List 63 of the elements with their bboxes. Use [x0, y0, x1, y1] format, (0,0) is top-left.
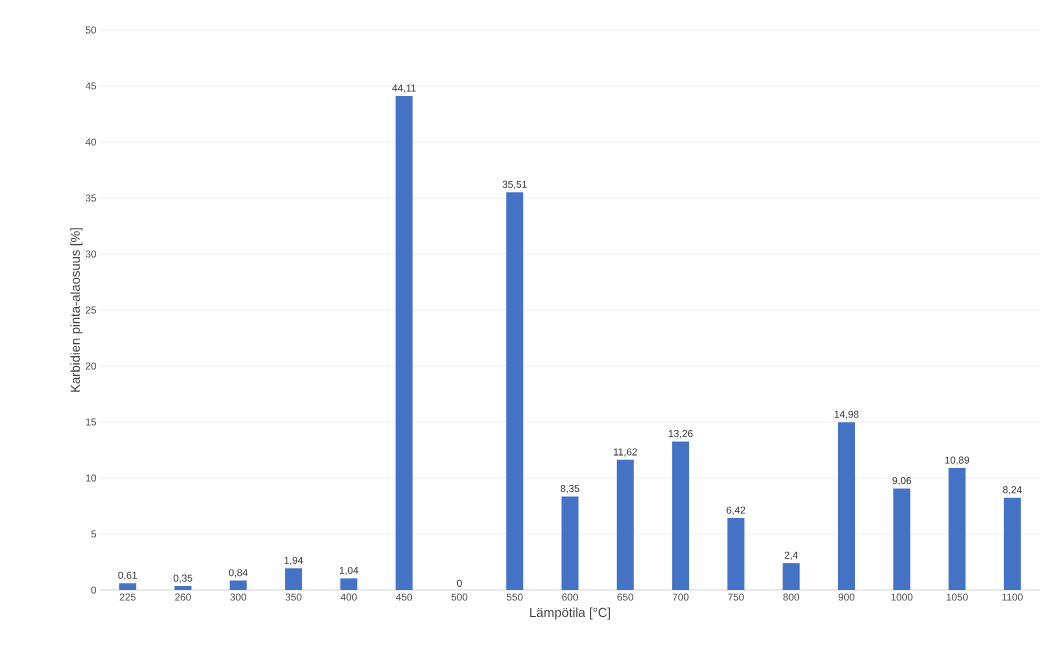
data-label: 35,51 [502, 180, 527, 190]
data-label: 11,62 [613, 448, 637, 457]
data-label: 0 [457, 579, 462, 587]
bar [506, 192, 524, 590]
data-label: 9,06 [892, 477, 912, 486]
data-label: 0,84 [228, 569, 248, 578]
x-tick-label: 300 [230, 593, 247, 601]
x-tick-label: 1050 [946, 593, 968, 601]
data-label: 1,04 [339, 566, 359, 576]
data-label: 8,24 [1003, 486, 1022, 495]
x-tick-label: 600 [562, 593, 578, 601]
bar [782, 563, 800, 590]
x-tick-label: 900 [838, 593, 855, 601]
x-tick-label: 500 [451, 593, 468, 601]
bar [837, 422, 855, 590]
y-tick-label: 20 [85, 362, 97, 370]
data-label: 13,26 [668, 430, 693, 439]
x-tick-label: 450 [396, 593, 413, 601]
y-axis-title: Karbidien pinta-alaosuus [%] [70, 228, 83, 392]
bar [285, 568, 303, 590]
y-tick-label: 35 [85, 194, 97, 202]
data-label: 44,11 [392, 84, 416, 93]
x-axis-title: Lämpötila [°C] [530, 607, 610, 620]
y-tick-label: 15 [86, 418, 97, 426]
x-tick-label: 550 [506, 593, 523, 601]
x-tick-label: 650 [617, 593, 634, 601]
y-tick-label: 30 [85, 250, 97, 258]
y-tick-label: 0 [91, 586, 97, 594]
x-tick-label: 700 [672, 593, 689, 601]
y-tick-label: 40 [85, 138, 97, 146]
x-tick-label: 400 [340, 593, 357, 601]
bar [340, 578, 358, 590]
x-tick-label: 260 [175, 593, 191, 601]
bar [948, 468, 966, 590]
y-tick-label: 5 [91, 530, 97, 538]
data-label: 6,42 [726, 506, 746, 515]
bar [395, 95, 413, 590]
data-label: 10,89 [945, 456, 970, 465]
x-tick-label: 225 [119, 593, 136, 601]
y-tick-label: 10 [86, 474, 97, 482]
bar [1003, 497, 1021, 590]
bar [229, 580, 247, 590]
x-tick-label: 1100 [1002, 593, 1023, 601]
bar [727, 518, 745, 590]
y-tick-label: 25 [85, 306, 97, 314]
data-label: 14,98 [834, 410, 859, 420]
x-tick-label: 800 [783, 593, 800, 601]
y-tick-label: 45 [85, 82, 97, 90]
x-tick-label: 350 [285, 593, 302, 601]
bar [561, 496, 579, 590]
bar [119, 583, 137, 590]
x-tick-label: 750 [728, 593, 744, 601]
data-label: 0,35 [173, 574, 193, 583]
data-label: 8,35 [560, 485, 580, 494]
data-label: 1,94 [284, 556, 303, 566]
data-label: 0,61 [118, 571, 137, 580]
bar [174, 586, 192, 590]
bar [893, 488, 911, 590]
x-tick-label: 1000 [891, 593, 913, 601]
data-label: 2,4 [784, 551, 798, 560]
y-tick-label: 50 [85, 26, 97, 34]
bar [672, 441, 690, 590]
bar [616, 459, 634, 590]
